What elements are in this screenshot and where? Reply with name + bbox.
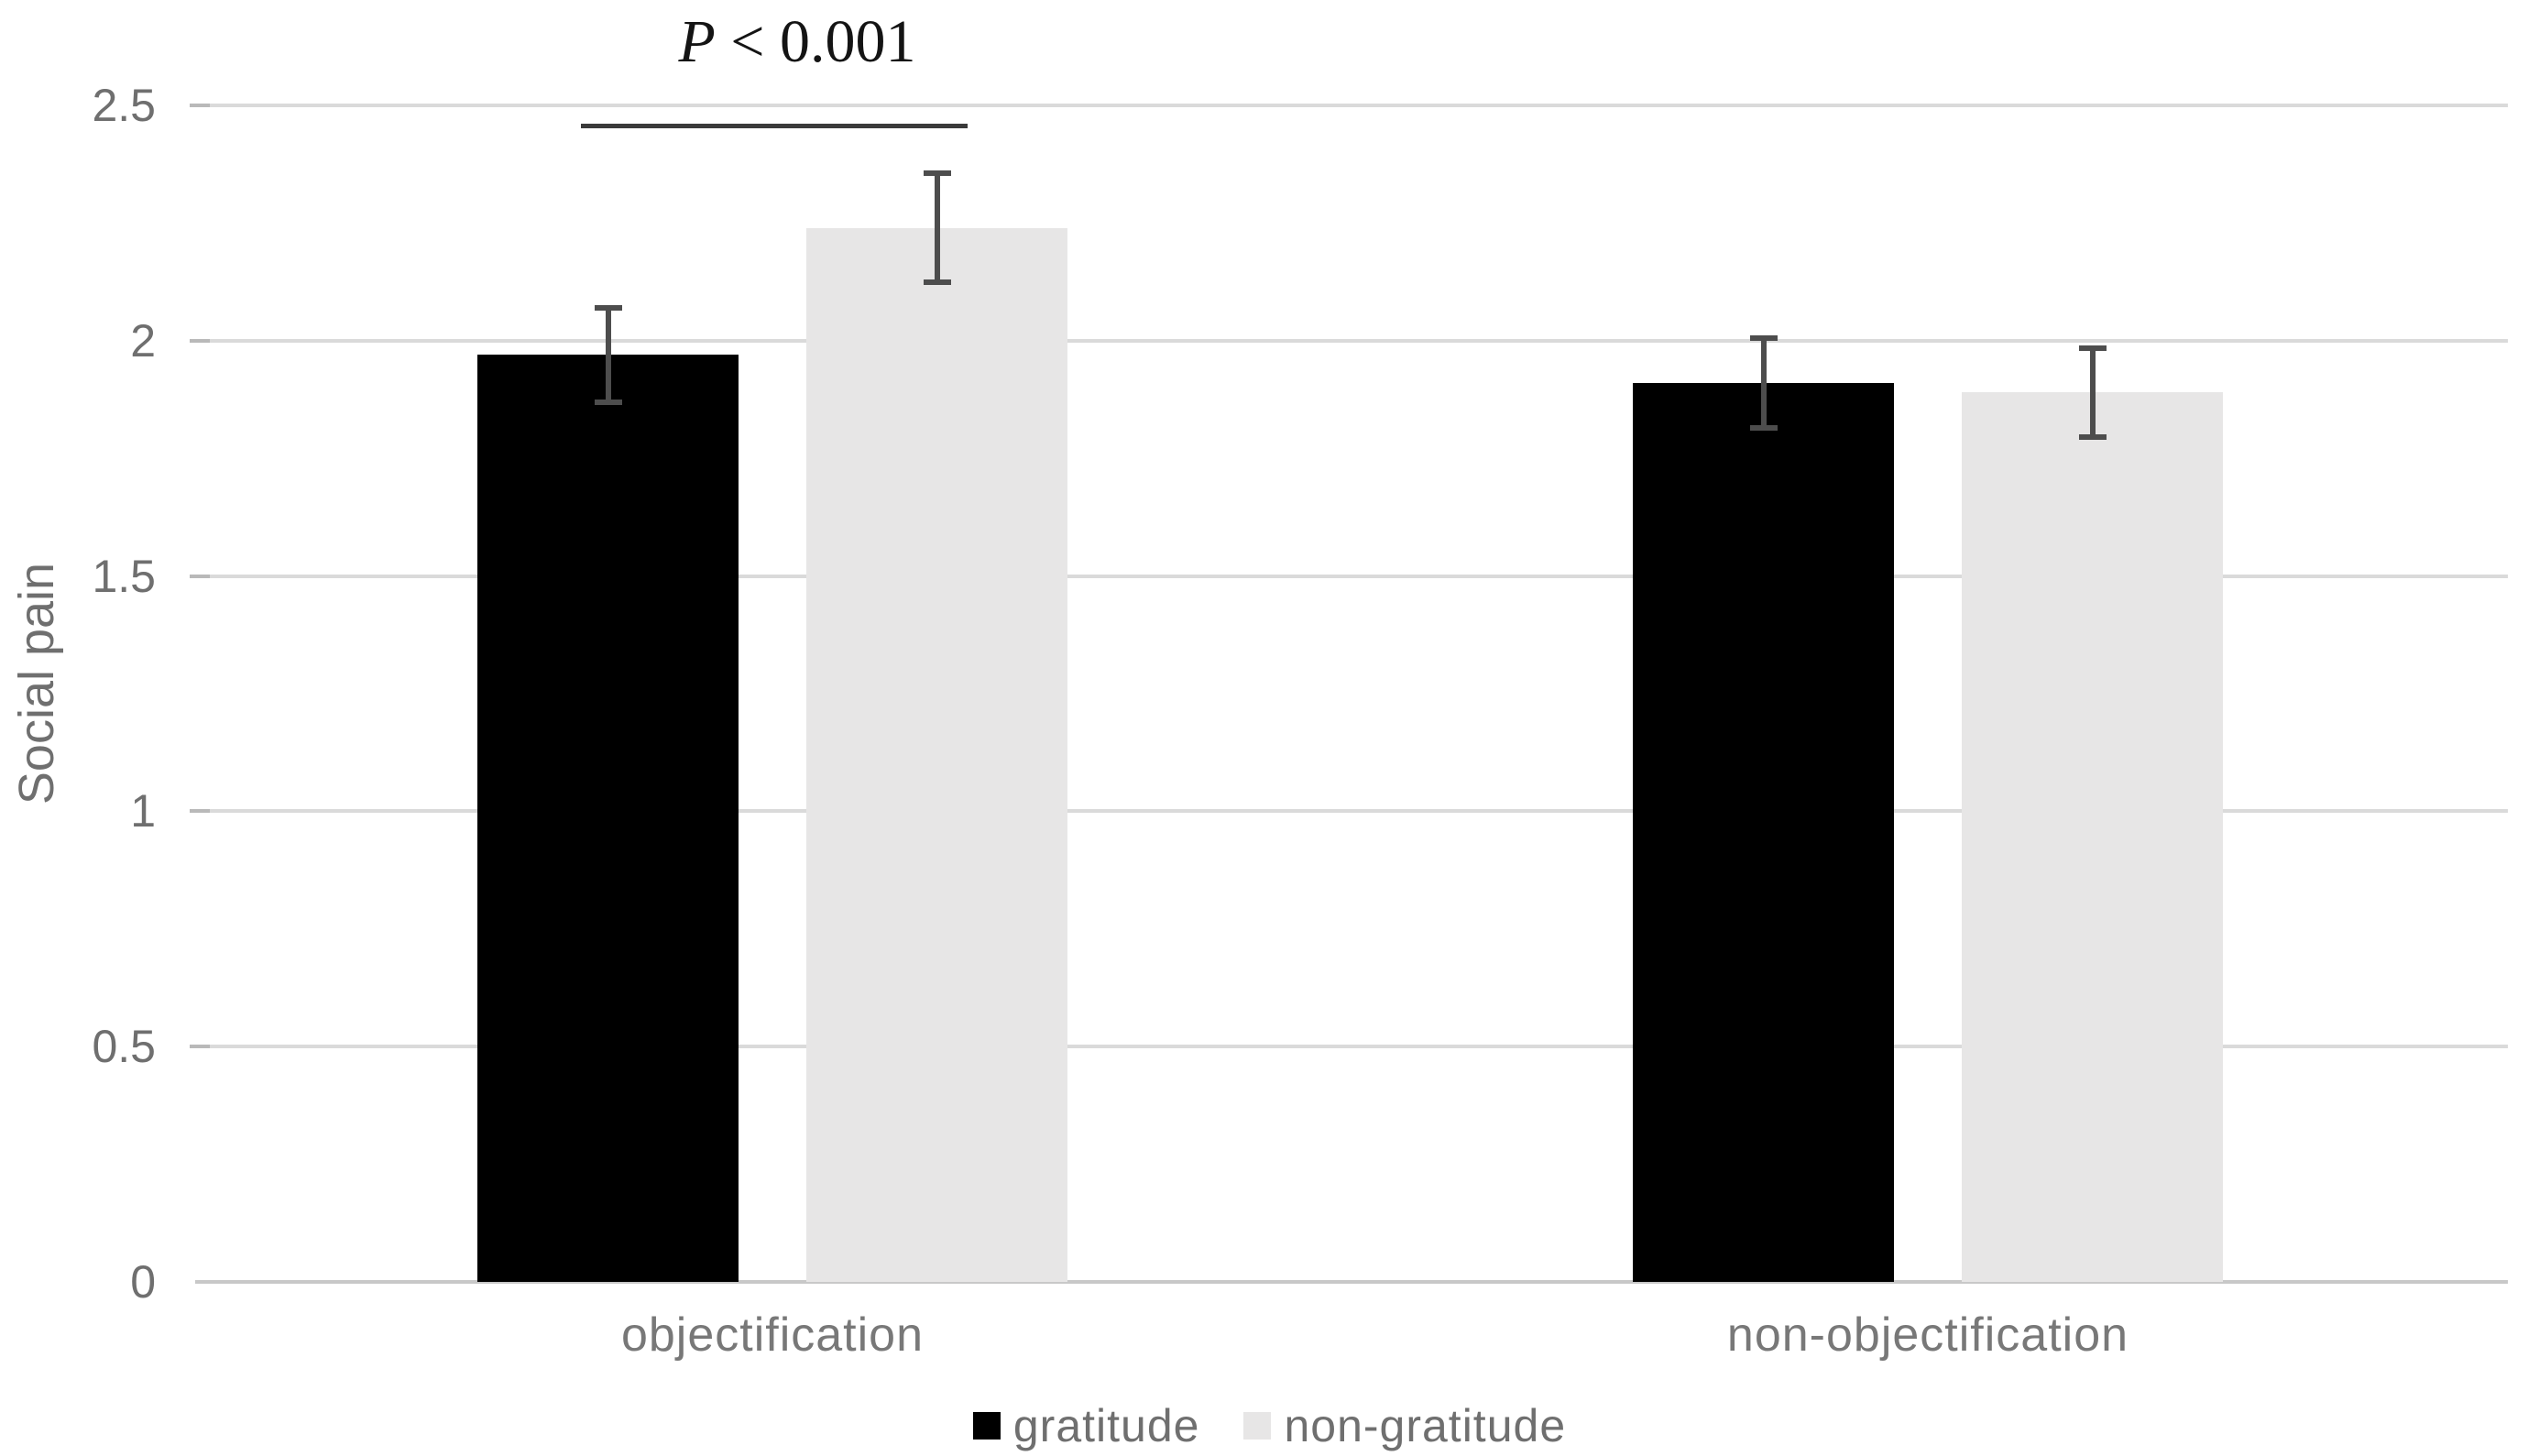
y-tick-label-0: 0 [130,1256,156,1308]
significance-line [581,124,968,128]
error-bar-non-gratitude-non-objectification [2089,347,2096,438]
y-tick-label-1.5: 1.5 [92,550,156,602]
category-label-objectification: objectification [620,1308,925,1362]
annotation-p-value: < 0.001 [715,8,916,75]
bar-gratitude-objectification [477,355,739,1282]
legend: gratitude non-gratitude [0,1396,2539,1455]
category-label-non-objectification: non-objectification [1726,1308,2129,1362]
gridline-2 [195,338,2508,343]
bar-non-gratitude-non-objectification [1962,392,2223,1282]
annotation-p-symbol: P [678,8,716,75]
error-bar-cap-bottom-non-gratitude-objectification [923,279,951,285]
error-bar-gratitude-objectification [605,307,611,402]
y-tick-label-1: 1 [130,785,156,837]
error-bar-cap-top-gratitude-objectification [594,304,622,311]
y-axis-tick-2 [190,338,210,343]
legend-label-non-gratitude: non-gratitude [1284,1400,1567,1451]
gridline-0.5 [195,1045,2508,1049]
gridline-1 [195,809,2508,814]
bar-non-gratitude-objectification [806,227,1067,1282]
y-tick-label-2: 2 [130,314,156,367]
y-tick-label-2.5: 2.5 [92,80,156,131]
significance-annotation: P < 0.001 [678,7,915,77]
error-bar-cap-bottom-non-gratitude-non-objectification [2078,434,2107,441]
legend-item-gratitude: gratitude [972,1399,1200,1452]
legend-swatch-gratitude [972,1412,1001,1440]
y-axis-tick-0.5 [190,1045,210,1049]
y-axis-tick-2.5 [190,104,210,107]
y-tick-label-0.5: 0.5 [92,1021,156,1073]
gridline-2.5 [195,104,2508,107]
bar-gratitude-non-objectification [1633,383,1894,1282]
y-axis-title: Social pain [9,562,64,805]
error-bar-cap-top-non-gratitude-objectification [923,170,951,177]
error-bar-cap-bottom-gratitude-non-objectification [1749,424,1778,431]
y-axis-tick-1.5 [190,574,210,578]
error-bar-cap-top-gratitude-non-objectification [1749,335,1778,342]
legend-label-gratitude: gratitude [1012,1400,1200,1451]
gridline-1.5 [195,574,2508,578]
legend-item-non-gratitude: non-gratitude [1243,1399,1566,1452]
error-bar-non-gratitude-objectification [934,173,940,282]
legend-swatch-non-gratitude [1243,1412,1272,1440]
error-bar-cap-top-non-gratitude-non-objectification [2078,345,2107,351]
x-axis-line [195,1280,2508,1284]
error-bar-gratitude-non-objectification [1760,338,1767,428]
error-bar-cap-bottom-gratitude-objectification [594,399,622,405]
y-axis-tick-1 [190,809,210,814]
